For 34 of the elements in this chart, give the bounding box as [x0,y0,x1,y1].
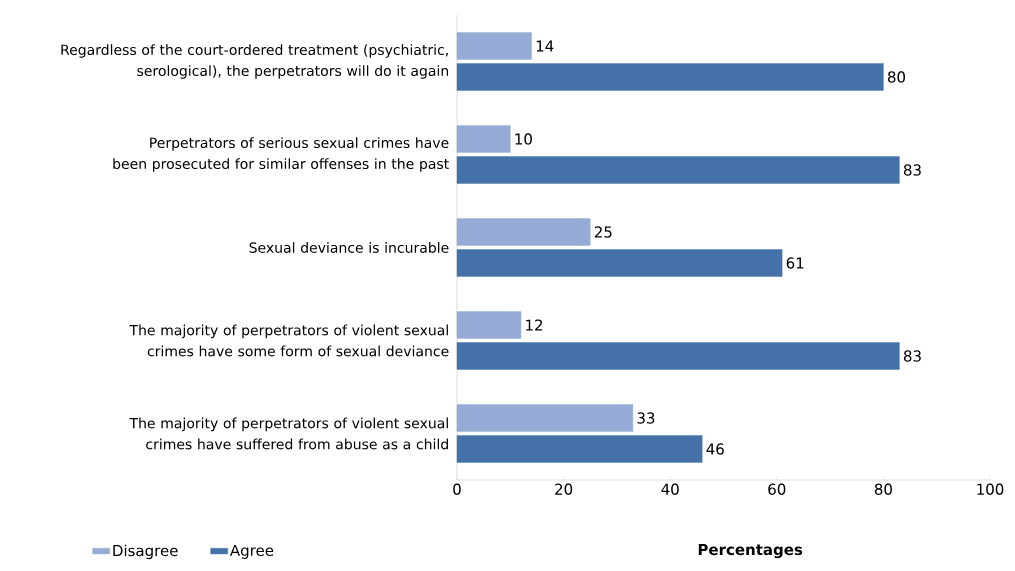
y-tick-label: Perpetrators of serious sexual crimes have been prosecuted for similar offenses in the past [113,137,449,172]
data-label: 46 [706,443,724,455]
legend-label: Agree [230,544,274,559]
data-label: 10 [515,133,532,145]
data-label: 83 [903,164,921,176]
bar [456,404,634,432]
bar [456,311,522,339]
x-tick-label: 40 [661,483,679,495]
data-label: 14 [536,40,554,52]
data-label: 83 [903,350,921,362]
bar [456,342,900,370]
bar [456,32,532,60]
y-tick-label: The majority of perpetrators of violent sexual crimes have some form of sexual deviance [129,324,449,357]
x-tick-label: 0 [453,483,461,495]
x-tick-label: 100 [977,483,1004,495]
y-tick-label: Sexual deviance is incurable [249,242,449,253]
y-tick-label: Regardless of the court-ordered treatment (psychiatric, serological), the perpetrators will do it again [61,44,449,79]
legend-label: Disagree [113,544,178,560]
x-axis-title: Percentages [698,543,803,559]
bar [456,63,884,91]
data-label: 33 [637,412,655,424]
x-tick-label: 20 [555,483,573,495]
bar [456,218,591,246]
x-tick-label: 60 [768,483,786,495]
x-tick-label: 80 [874,483,892,495]
bar [456,435,703,463]
y-tick-label: The majority of perpetrators of violent sexual crimes have suffered from abuse as a child [129,417,448,450]
data-label: 61 [786,257,804,269]
bar [456,249,783,277]
data-label: 25 [594,226,612,238]
data-label: 12 [526,319,543,331]
bar [456,125,511,153]
bar [456,156,900,184]
data-label: 80 [887,71,906,83]
